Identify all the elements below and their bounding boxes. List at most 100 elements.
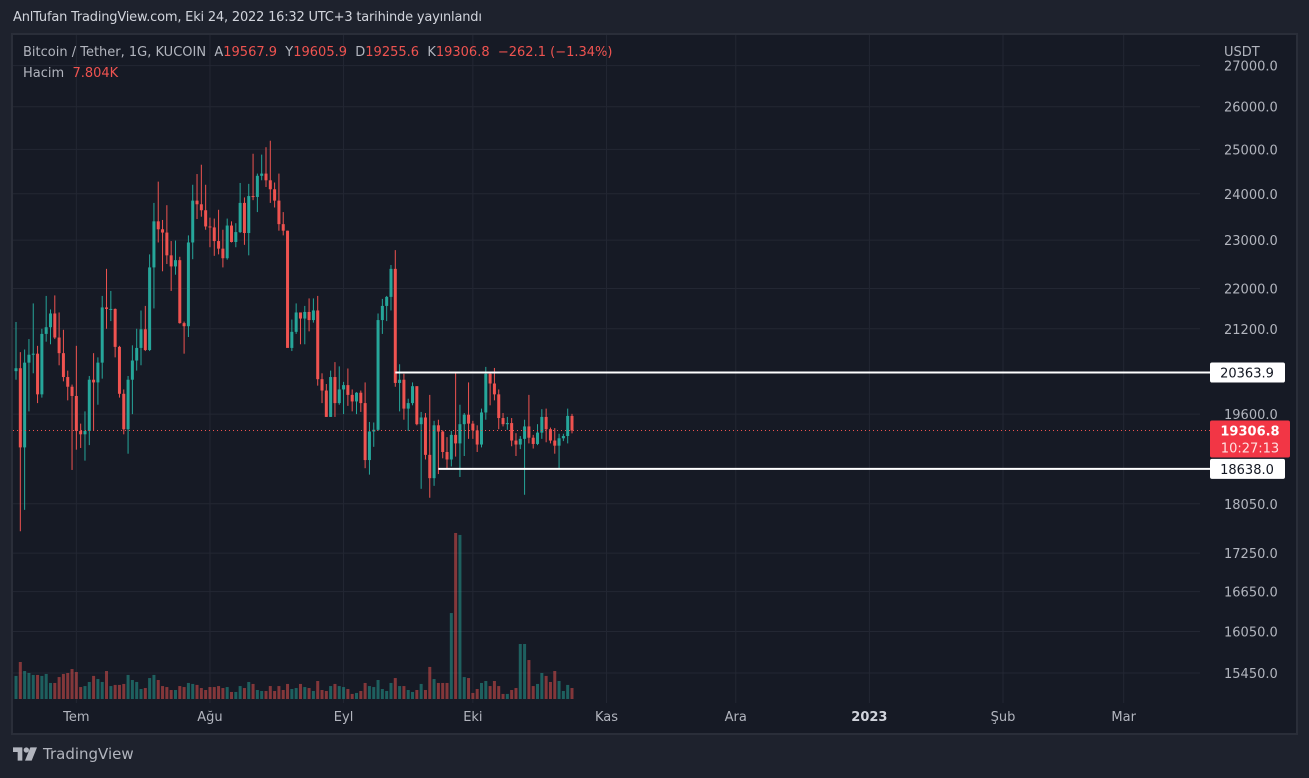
volume-bar	[531, 686, 535, 699]
price-tick-label: 15450.0	[1224, 667, 1278, 682]
volume-bar	[337, 686, 341, 699]
tradingview-logo[interactable]: TradingView	[13, 745, 134, 763]
volume-bar	[96, 679, 100, 699]
volume-bar	[406, 689, 410, 699]
price-tick-label: 26000.0	[1224, 101, 1278, 116]
candle-body	[161, 229, 165, 233]
volume-bar	[501, 693, 505, 699]
volume-bar	[324, 690, 328, 699]
candle-body	[462, 414, 466, 425]
level-price-label-bg	[1210, 458, 1285, 479]
volume-bar	[462, 677, 466, 699]
volume-bar	[204, 689, 208, 699]
volume-bar	[484, 680, 488, 699]
candle-body	[182, 323, 186, 327]
volume-bar	[230, 691, 234, 699]
candle-body	[105, 307, 109, 309]
volume-bar	[505, 693, 509, 699]
volume-bar	[36, 674, 40, 699]
candle-body	[18, 368, 22, 448]
volume-bar	[260, 690, 264, 699]
candles	[14, 140, 574, 532]
time-axis[interactable]: Tem Ağu Eyl Eki Kas Ara 2023 Şub Mar	[13, 703, 1200, 733]
currency-label: USDT	[1224, 45, 1260, 60]
candle-body	[83, 430, 87, 435]
volume-bar	[419, 683, 423, 699]
volume-bar	[135, 681, 139, 699]
candle-body	[406, 403, 410, 409]
volume-bar	[544, 675, 548, 699]
candle-body	[350, 394, 354, 402]
volume-bar	[415, 689, 419, 699]
candle-body	[501, 418, 505, 425]
time-tick-label: Ara	[725, 710, 747, 725]
volume-bar	[294, 688, 298, 699]
candle-body	[199, 204, 203, 211]
volume-bar	[514, 688, 518, 699]
candle-body	[264, 173, 268, 181]
candle-body	[389, 268, 393, 297]
candle-body	[135, 347, 139, 361]
volume-bar	[79, 687, 83, 699]
candle-body	[531, 437, 535, 444]
change-value: −262.1 (−1.34%)	[497, 45, 613, 60]
volume-bar	[221, 688, 225, 699]
candle-body	[152, 221, 156, 268]
volume-bar	[264, 690, 268, 699]
candle-body	[303, 311, 307, 319]
volume-bar	[488, 686, 492, 699]
volume-bar	[475, 689, 479, 699]
volume-bar	[273, 690, 277, 699]
volume-label[interactable]: Hacim	[23, 66, 65, 81]
volume-bar	[161, 686, 165, 699]
time-tick-label: Eki	[463, 710, 482, 725]
candle-body	[260, 173, 264, 176]
candle-body	[402, 379, 406, 409]
candle-body	[31, 353, 35, 355]
time-tick-label: Mar	[1111, 710, 1136, 725]
candle-body	[514, 440, 518, 445]
price-tick-label: 16050.0	[1224, 626, 1278, 641]
time-axis-bg	[13, 703, 1200, 733]
volume-bar	[454, 532, 458, 699]
volume-bar	[570, 688, 574, 699]
symbol-title[interactable]: Bitcoin / Tether, 1G, KUCOIN	[23, 45, 207, 60]
last-price-label: 19306.8	[1220, 425, 1279, 440]
price-tick-label: 17250.0	[1224, 547, 1278, 562]
price-tick-label: 23000.0	[1224, 234, 1278, 249]
level-price-label-bg	[1210, 362, 1285, 383]
volume-bar	[355, 692, 358, 699]
candle-body	[333, 377, 337, 404]
candle-body	[393, 268, 397, 383]
candle-body	[294, 312, 298, 332]
volume-bar	[143, 688, 147, 699]
candle-body	[298, 312, 302, 319]
volume-bar	[402, 686, 406, 699]
candle-body	[286, 230, 290, 348]
price-axis[interactable]: 27000.0 26000.0 25000.0 24000.0 23000.0 22000…	[1202, 36, 1296, 682]
volume-value: 7.804K	[72, 66, 119, 81]
candle-body	[122, 393, 126, 430]
low-label: D	[355, 45, 366, 60]
candle-body	[14, 368, 18, 372]
volume-bar	[53, 682, 57, 699]
volume-bar	[398, 686, 402, 699]
candle-body	[230, 225, 234, 242]
candle-body	[492, 383, 496, 395]
volume-bar	[113, 684, 117, 699]
axis-header-bg	[1202, 36, 1296, 60]
candle-body	[281, 224, 285, 231]
time-tick-label: Kas	[595, 710, 618, 725]
candle-body	[570, 415, 574, 431]
ohlc-legend: Bitcoin / Tether, 1G, KUCOIN A19567.9 Y1…	[23, 45, 612, 60]
open-label: A	[214, 45, 224, 60]
horizontal-levels[interactable]: 20363.9 18638.0 19306.8 10:27:13	[13, 362, 1290, 479]
price-tick-label: 24000.0	[1224, 188, 1278, 203]
candle-body	[87, 379, 91, 431]
volume-bar	[100, 681, 104, 699]
candle-body	[488, 373, 492, 384]
volume-bar	[548, 681, 552, 699]
candle-body	[109, 308, 113, 310]
volume-bar	[376, 680, 380, 699]
